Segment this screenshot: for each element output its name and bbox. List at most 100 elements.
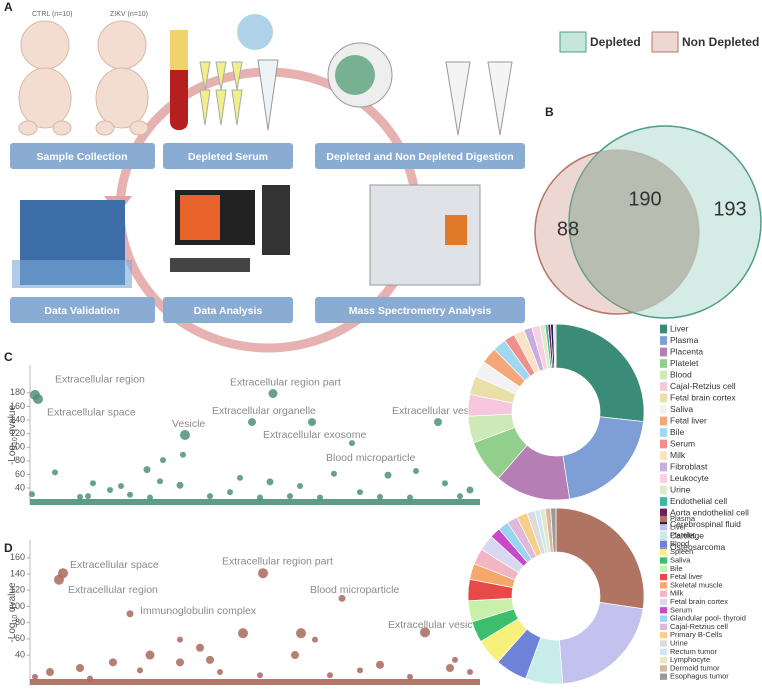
mass-spec-panel — [445, 215, 467, 245]
legend-swatch — [660, 623, 667, 631]
venn-count: 88 — [557, 218, 579, 240]
venn-count: 190 — [628, 188, 661, 210]
legend-label: Platelet — [670, 358, 699, 368]
y-tick-label: 40 — [15, 649, 25, 659]
bubble — [33, 393, 43, 404]
subject-label: CTRL (n=10) — [32, 11, 72, 18]
legend-swatch — [660, 405, 667, 414]
legend-swatch — [660, 324, 667, 334]
step-label: Depleted Serum — [188, 151, 268, 163]
step-label: Data Validation — [44, 305, 119, 317]
tower — [262, 185, 290, 255]
annotation: Extracellular space — [47, 406, 136, 418]
legend-swatch — [660, 565, 667, 572]
bubble — [331, 470, 337, 477]
legend-label: Dermoid tumor — [670, 663, 720, 672]
annotation: Extracellular region part — [222, 556, 333, 568]
y-tick-label: 160 — [10, 552, 25, 562]
bubble — [147, 494, 153, 501]
legend-swatch — [660, 598, 667, 606]
annotation: Extracellular space — [70, 559, 159, 571]
annotation: Extracellular organelle — [212, 405, 316, 417]
legend-label: Placenta — [670, 346, 703, 356]
donut-slice — [550, 507, 557, 553]
legend-swatch — [660, 416, 667, 426]
y-tick-label: 80 — [15, 617, 25, 627]
legend-swatch — [660, 382, 667, 391]
legend-label: Serum — [670, 438, 695, 448]
digest-proteins — [335, 55, 375, 95]
legend-swatch — [660, 462, 667, 472]
bubble — [434, 418, 442, 427]
bubble — [46, 668, 54, 677]
bubble — [54, 574, 64, 585]
legend-label: Bile — [670, 427, 684, 437]
subject-label: ZIKV (n=10) — [110, 11, 148, 18]
legend-swatch — [660, 648, 667, 655]
y-tick-label: 80 — [15, 455, 25, 465]
panel-label: B — [545, 105, 554, 119]
legend-swatch — [660, 428, 667, 437]
annotation: Immunoglobulin complex — [140, 605, 257, 617]
legend-swatch — [660, 640, 667, 647]
venn-overlap — [569, 150, 699, 314]
bubble — [308, 418, 316, 427]
legend-swatch — [660, 393, 667, 403]
legend-swatch — [660, 336, 667, 345]
legend-label: Plasma — [670, 514, 696, 523]
bubble — [287, 493, 293, 500]
legend-swatch — [660, 607, 667, 614]
bubble — [357, 667, 363, 674]
legend-label: Fetal brain cortex — [670, 597, 728, 606]
legend-label: Milk — [670, 589, 684, 598]
eppendorf — [487, 61, 513, 136]
annotation: Extracellular exosome — [263, 429, 366, 441]
bubble — [90, 480, 96, 487]
legend-label: Blood — [670, 539, 689, 548]
bubble — [297, 482, 303, 489]
legend-swatch — [660, 515, 667, 523]
donut-slice — [555, 323, 645, 422]
y-axis-label: -Log10 qvalue — [7, 582, 19, 642]
bubble — [126, 610, 134, 618]
legend-swatch — [660, 370, 667, 380]
donut-slice — [558, 601, 644, 685]
babies — [18, 20, 149, 136]
bubble — [32, 673, 38, 680]
legend-swatch — [660, 524, 667, 531]
annotation: Extracellular vesicle — [392, 405, 485, 417]
legend-label: Spleen — [670, 547, 693, 556]
legend-label: Cartilage — [670, 530, 704, 540]
y-tick-label: 180 — [10, 387, 25, 397]
bubble — [446, 663, 454, 672]
legend-label: Plasma — [670, 335, 699, 345]
panel-label: D — [4, 541, 13, 555]
bubble — [207, 493, 213, 500]
step-label: Mass Spectrometry Analysis — [349, 305, 492, 317]
bubble — [137, 667, 143, 674]
bubble — [407, 673, 413, 680]
legend-swatch — [660, 590, 667, 597]
y-tick-label: 60 — [15, 469, 25, 479]
legend-swatch — [660, 573, 667, 581]
y-tick-label: 140 — [10, 568, 25, 578]
legend-swatch — [660, 474, 667, 483]
bubble — [317, 494, 323, 501]
proteins — [237, 14, 273, 50]
bubble — [327, 672, 333, 679]
annotation: Extracellular vesicle — [388, 619, 481, 631]
legend-swatch — [660, 557, 667, 564]
legend-swatch — [660, 497, 667, 506]
legend-label: Lymphocyte — [670, 655, 710, 664]
bubble — [312, 636, 318, 643]
legend-swatch — [660, 532, 667, 539]
legend-label: Milk — [670, 450, 686, 460]
legend-label: Fetal brain cortex — [670, 392, 736, 402]
bubble — [296, 628, 306, 639]
tubes — [199, 61, 243, 126]
legend-label: Glandular pool- thyroid — [670, 614, 746, 623]
legend-label: Leukocyte — [670, 473, 709, 483]
bubble — [467, 669, 473, 676]
legend-label: Blood — [670, 369, 692, 379]
